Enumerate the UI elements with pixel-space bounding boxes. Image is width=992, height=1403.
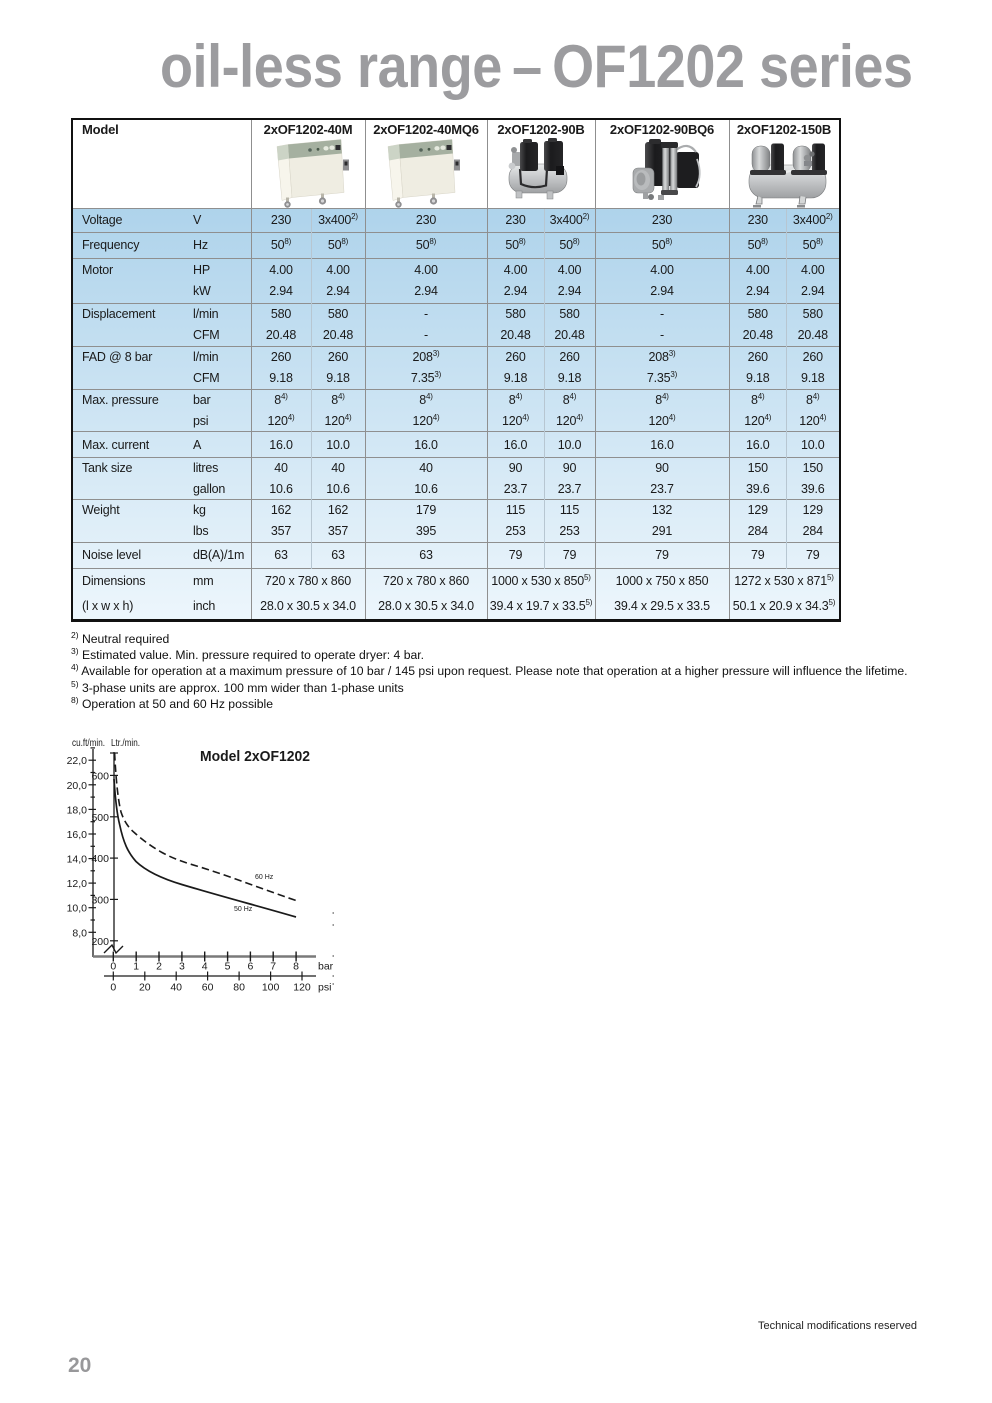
svg-text:7: 7 (270, 961, 276, 973)
svg-text:20: 20 (139, 982, 151, 994)
svg-text:40: 40 (170, 982, 182, 994)
svg-text:600: 600 (91, 770, 109, 782)
svg-text:8,0: 8,0 (72, 927, 87, 939)
svg-text:2: 2 (156, 961, 162, 973)
svg-text:18,0: 18,0 (67, 804, 88, 816)
svg-text:8: 8 (293, 961, 299, 973)
svg-text:10,0: 10,0 (67, 903, 88, 915)
svg-text:6: 6 (247, 961, 253, 973)
svg-text:0: 0 (110, 982, 116, 994)
svg-text:5: 5 (225, 961, 231, 973)
svg-text:3: 3 (179, 961, 185, 973)
svg-text:80: 80 (233, 982, 245, 994)
svg-text:120: 120 (293, 982, 311, 994)
svg-text:20,0: 20,0 (67, 780, 88, 792)
svg-text:Model 2xOF1202: Model 2xOF1202 (200, 748, 310, 765)
svg-text:bar: bar (318, 961, 334, 973)
svg-text:Ltr./min.: Ltr./min. (111, 737, 140, 749)
svg-text:12,0: 12,0 (67, 878, 88, 890)
svg-text:300: 300 (91, 894, 109, 906)
svg-text:1: 1 (133, 961, 139, 973)
svg-text:60: 60 (202, 982, 214, 994)
svg-text:500: 500 (91, 812, 109, 824)
svg-text:4: 4 (202, 961, 208, 973)
svg-text:60 Hz: 60 Hz (255, 874, 274, 881)
svg-text:14,0: 14,0 (67, 854, 88, 866)
svg-text:400: 400 (91, 853, 109, 865)
svg-text:100: 100 (262, 982, 280, 994)
svg-text:50 Hz: 50 Hz (234, 906, 253, 913)
svg-text:22,0: 22,0 (67, 755, 88, 767)
svg-text:0: 0 (110, 961, 116, 973)
svg-text:200: 200 (91, 936, 109, 948)
svg-text:16,0: 16,0 (67, 829, 88, 841)
svg-text:psi: psi (318, 982, 331, 994)
svg-text:cu.ft/min.: cu.ft/min. (72, 737, 105, 749)
